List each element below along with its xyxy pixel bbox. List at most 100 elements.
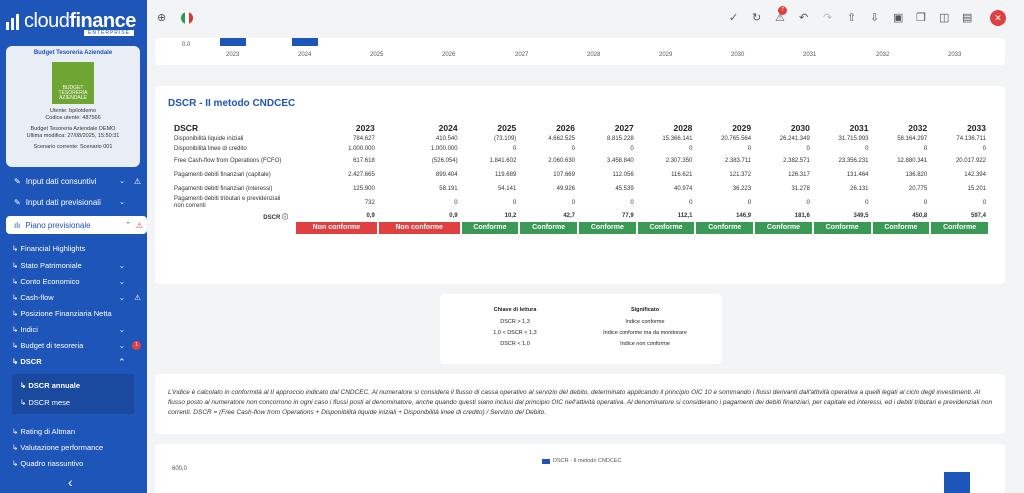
- brand-sub: ENTERPRISE: [84, 30, 134, 36]
- table-row: Disponibilità linee di credito 1.000.000 1…: [174, 144, 988, 154]
- col-header: 2023: [355, 123, 375, 133]
- download-icon[interactable]: ⇩: [870, 12, 880, 24]
- sidebar-sub-cash-flow[interactable]: ↳ Cash-flow ⌄ ⚠: [12, 293, 141, 302]
- bottom-chart-panel: [155, 444, 1005, 493]
- status-badge: Conforme: [931, 222, 988, 234]
- col-header: 2024: [438, 123, 458, 133]
- table-cell: 0: [806, 200, 810, 206]
- sidebar-sub-valutazione[interactable]: ↳ Valutazione performance: [12, 443, 104, 452]
- sidebar-dscr-mese[interactable]: ↳ DSCR mese: [20, 398, 71, 407]
- collapse-sidebar-icon[interactable]: ‹: [68, 474, 73, 490]
- status-badge: Conforme: [872, 222, 930, 234]
- chevron-down-icon: ⌄: [118, 325, 125, 334]
- chevron-up-icon: ⌃: [118, 357, 125, 366]
- dscr-table: DSCR 2023 2024 2025 2026 2027 2028 2029 …: [174, 122, 988, 234]
- refresh-icon[interactable]: ↻: [752, 12, 762, 24]
- sidebar-sub-quadro[interactable]: ↳ Quadro riassuntivo: [12, 459, 84, 468]
- year-tick: 2027: [515, 52, 529, 58]
- table-cell: 0: [630, 200, 634, 206]
- col-header: 2025: [497, 123, 517, 133]
- table-cell: 36.223: [732, 186, 752, 192]
- top-chart-bar-2024: [292, 38, 318, 46]
- key-header: Chiave di lettura: [493, 307, 537, 313]
- note-panel: [155, 374, 1005, 434]
- project-card[interactable]: Budget Tesoreria Aziendale BUDGET TESORE…: [6, 46, 140, 167]
- table-cell: 136.820: [905, 172, 928, 178]
- meaning-header: Significato: [630, 307, 660, 313]
- sidebar-sub-label: DSCR: [20, 357, 42, 366]
- italian-flag-icon[interactable]: [181, 12, 193, 24]
- legend-swatch: [542, 459, 550, 464]
- sidebar-sub-stato-patrimoniale[interactable]: ↳ Stato Patrimoniale ⌄: [12, 261, 125, 270]
- bottom-chart-legend[interactable]: DSCR - II metodo CNDCEC: [553, 458, 622, 464]
- key-cell: DSCR < 1,0: [500, 341, 530, 347]
- table-cell: 410.540: [435, 136, 458, 142]
- row-label: Disponibilità linee di credito: [174, 145, 247, 152]
- table-cell: 125.900: [353, 186, 375, 192]
- year-tick: 2032: [876, 52, 890, 58]
- status-row: Non conforme Non conforme Conforme Conforme…: [174, 222, 988, 234]
- key-legend-box: Chiave di lettura Significato DSCR > 1,3…: [440, 294, 722, 364]
- dscr-value: 597,4: [970, 213, 986, 219]
- table-cell: 0: [689, 146, 693, 152]
- logo-bars-icon: [6, 12, 20, 30]
- sidebar-sub-label: Valutazione performance: [20, 443, 104, 452]
- meaning-cell: Indice conforme: [625, 319, 665, 325]
- info-icon[interactable]: ⓘ: [281, 214, 288, 221]
- sidebar-item-consuntivi[interactable]: ✎ Input dati consuntivi ⌄ ⚠: [0, 172, 147, 190]
- layout-icon[interactable]: ▤: [962, 12, 973, 24]
- table-cell: 0: [454, 200, 458, 206]
- row-label: Pagamenti debiti finanziari (interessi): [174, 185, 273, 192]
- undo-icon[interactable]: ↶: [799, 12, 809, 24]
- table-cell: 0: [806, 146, 810, 152]
- table-cell: 15.366.141: [662, 136, 693, 142]
- save-icon[interactable]: ▣: [893, 12, 904, 24]
- table-cell: (73.109): [493, 136, 517, 142]
- year-tick: 2025: [370, 52, 384, 58]
- dscr-value: 77,9: [622, 213, 634, 219]
- alert-icon[interactable]: ⚠: [775, 12, 785, 24]
- col-header: 2032: [908, 123, 928, 133]
- sidebar-sub-dscr[interactable]: ↳ DSCR ⌃: [12, 357, 125, 366]
- status-badge: Conforme: [755, 222, 812, 234]
- sidebar-sub-label: Stato Patrimoniale: [20, 261, 82, 270]
- table-cell: 1.000.000: [348, 146, 375, 152]
- warning-icon: ⚠: [133, 176, 141, 186]
- table-cell: 0: [865, 146, 869, 152]
- upload-icon[interactable]: ⇧: [847, 12, 857, 24]
- table-row: Disponibilità liquide iniziali 784.627 410…: [174, 134, 988, 144]
- dscr-label: DSCR: [263, 214, 281, 221]
- sidebar-dscr-annuale[interactable]: ↳ DSCR annuale: [20, 381, 81, 390]
- sidebar-sub-financial-highlights[interactable]: ↳ Financial Highlights: [12, 244, 86, 253]
- sidebar-sub-budget[interactable]: ↳ Budget di tesoreria ⌄ 1: [0, 338, 147, 353]
- status-badge: Conforme: [813, 222, 871, 234]
- sidebar-sub-altman[interactable]: ↳ Rating di Altman: [12, 427, 75, 436]
- sidebar-sub-indici[interactable]: ↳ Indici ⌄: [12, 325, 125, 334]
- table-cell: 0: [689, 200, 693, 206]
- columns-icon[interactable]: ◫: [939, 12, 950, 24]
- col-header: 2027: [614, 123, 634, 133]
- app-logo[interactable]: cloudfinance ENTERPRISE: [6, 6, 142, 36]
- sidebar-item-piano[interactable]: ılı Piano previsionale ⌃ ⚠: [6, 216, 147, 234]
- copy-icon[interactable]: ❐: [916, 12, 926, 24]
- close-icon[interactable]: ✕: [990, 10, 1006, 26]
- table-cell: 0: [512, 200, 517, 206]
- chart-icon: ılı: [14, 220, 21, 230]
- language-globe-icon[interactable]: ⊕: [157, 12, 167, 24]
- redo-icon[interactable]: ↷: [823, 12, 833, 24]
- sidebar-item-previsionali[interactable]: ✎ Input dati previsionali ⌄: [0, 193, 147, 211]
- table-cell: 58.164.297: [897, 136, 928, 142]
- user-line: Utente: bpilotdemo: [49, 108, 97, 114]
- status-row-label: [174, 222, 294, 234]
- dscr-value: 146,9: [736, 213, 752, 219]
- sidebar-sub-label: Conto Economico: [20, 277, 80, 286]
- table-cell: 31.715.993: [838, 136, 869, 142]
- sidebar-sub-conto-economico[interactable]: ↳ Conto Economico ⌄: [12, 277, 125, 286]
- table-cell: 2.382.571: [783, 158, 810, 164]
- table-cell: 2.060.630: [548, 158, 575, 164]
- table-cell: 40.974: [674, 186, 693, 192]
- sidebar-sub-pfn[interactable]: ↳ Posizione Finanziaria Netta: [12, 309, 112, 318]
- check-icon[interactable]: ✓: [729, 12, 739, 24]
- table-cell: 8.815.228: [607, 136, 634, 142]
- sidebar-sub-label: Indici: [20, 325, 38, 334]
